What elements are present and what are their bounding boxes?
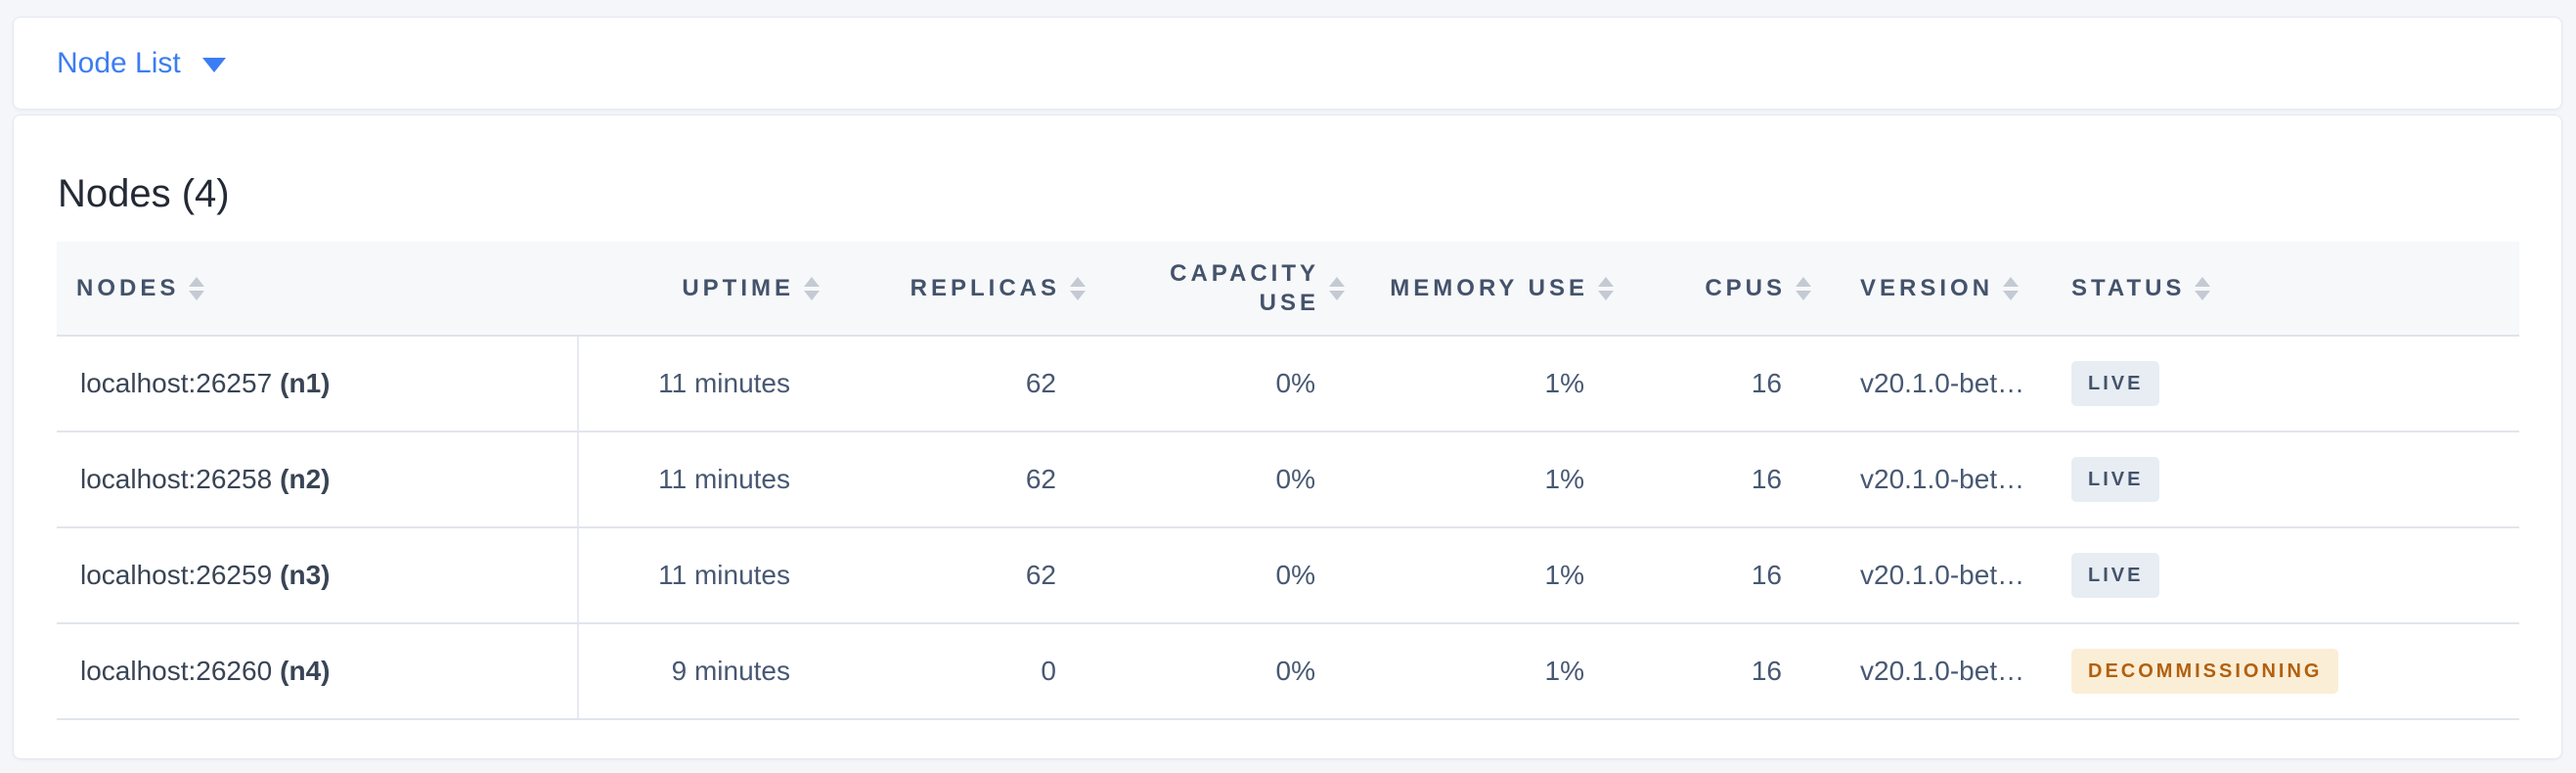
sort-icon [2195, 276, 2211, 300]
status-badge: LIVE [2071, 553, 2160, 598]
node-address: localhost:26258 [80, 464, 273, 494]
cpus-cell: 16 [1623, 336, 1821, 432]
uptime-cell: 9 minutes [578, 623, 829, 720]
cpus-cell: 16 [1623, 527, 1821, 624]
column-header-version[interactable]: VERSION [1821, 242, 2044, 337]
node-address-cell: localhost:26259 (n3) [57, 527, 579, 624]
status-cell: DECOMMISSIONING [2044, 623, 2519, 720]
node-address: localhost:26257 [80, 368, 273, 398]
table-row[interactable]: localhost:26257 (n1) 11 minutes 62 0% 1% … [57, 336, 2519, 432]
view-dropdown[interactable]: Node List [57, 47, 226, 80]
uptime-cell: 11 minutes [578, 336, 829, 432]
uptime-cell: 11 minutes [578, 432, 829, 528]
memory-use-cell: 1% [1355, 432, 1623, 528]
node-id: (n4) [280, 656, 331, 686]
capacity-use-cell: 0% [1095, 336, 1355, 432]
uptime-cell: 11 minutes [578, 527, 829, 624]
status-cell: LIVE [2044, 336, 2519, 432]
column-header-status[interactable]: STATUS [2044, 242, 2519, 337]
status-badge: LIVE [2071, 361, 2160, 406]
version-cell: v20.1.0-bet… [1821, 527, 2044, 624]
sort-icon [1070, 276, 1086, 300]
status-cell: LIVE [2044, 527, 2519, 624]
table-row[interactable]: localhost:26258 (n2) 11 minutes 62 0% 1% … [57, 432, 2519, 528]
column-header-uptime[interactable]: UPTIME [578, 242, 829, 337]
page-title: Nodes (4) [58, 172, 230, 215]
node-address: localhost:26259 [80, 560, 273, 590]
cpus-cell: 16 [1623, 432, 1821, 528]
table-header: NODES UPTIME REPLICAS CAPACITY USE MEMOR… [57, 242, 2519, 337]
chevron-down-icon [201, 58, 226, 72]
replicas-cell: 62 [829, 336, 1095, 432]
version-cell: v20.1.0-bet… [1821, 336, 2044, 432]
node-id: (n1) [280, 368, 331, 398]
status-badge: LIVE [2071, 457, 2160, 502]
version-cell: v20.1.0-bet… [1821, 623, 2044, 720]
column-header-capacity-use[interactable]: CAPACITY USE [1095, 242, 1355, 337]
memory-use-cell: 1% [1355, 623, 1623, 720]
capacity-use-cell: 0% [1095, 527, 1355, 624]
table-row[interactable]: localhost:26260 (n4) 9 minutes 0 0% 1% 16… [57, 623, 2519, 720]
sort-icon [189, 276, 205, 300]
node-address-cell: localhost:26257 (n1) [57, 336, 579, 432]
view-dropdown-label: Node List [57, 46, 181, 79]
replicas-cell: 0 [829, 623, 1095, 720]
node-address-cell: localhost:26260 (n4) [57, 623, 579, 720]
status-cell: LIVE [2044, 432, 2519, 528]
replicas-cell: 62 [829, 432, 1095, 528]
version-cell: v20.1.0-bet… [1821, 432, 2044, 528]
node-list-table: NODES UPTIME REPLICAS CAPACITY USE MEMOR… [57, 242, 2519, 720]
table-body: localhost:26257 (n1) 11 minutes 62 0% 1% … [57, 336, 2519, 720]
capacity-use-cell: 0% [1095, 432, 1355, 528]
memory-use-cell: 1% [1355, 527, 1623, 624]
cpus-cell: 16 [1623, 623, 1821, 720]
table-row[interactable]: localhost:26259 (n3) 11 minutes 62 0% 1% … [57, 527, 2519, 624]
memory-use-cell: 1% [1355, 336, 1623, 432]
sort-icon [804, 276, 820, 300]
node-id: (n2) [280, 464, 331, 494]
status-badge: DECOMMISSIONING [2071, 649, 2339, 694]
column-header-replicas[interactable]: REPLICAS [829, 242, 1095, 337]
sort-icon [1329, 276, 1345, 300]
node-address-cell: localhost:26258 (n2) [57, 432, 579, 528]
capacity-use-cell: 0% [1095, 623, 1355, 720]
sort-icon [2003, 276, 2020, 300]
column-header-memory-use[interactable]: MEMORY USE [1355, 242, 1623, 337]
replicas-cell: 62 [829, 527, 1095, 624]
view-selector-card: Node List [13, 17, 2562, 110]
sort-icon [1796, 276, 1811, 300]
node-address: localhost:26260 [80, 656, 273, 686]
column-header-nodes[interactable]: NODES [57, 242, 578, 337]
sort-icon [1598, 276, 1614, 300]
node-id: (n3) [280, 560, 331, 590]
column-header-cpus[interactable]: CPUS [1623, 242, 1821, 337]
nodes-panel: Nodes (4) NODES UPTIME REPLICAS [13, 114, 2562, 759]
